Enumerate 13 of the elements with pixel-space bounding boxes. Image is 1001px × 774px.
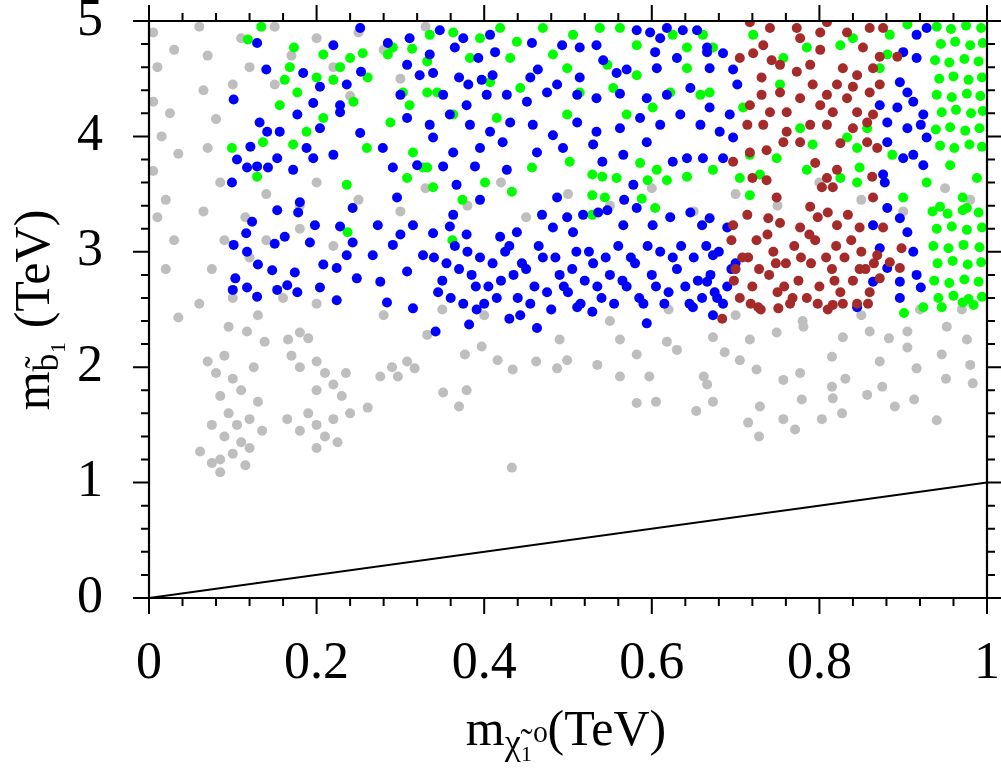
x-tick-label: 0 bbox=[136, 631, 162, 689]
x-tick-label: 0.8 bbox=[786, 631, 852, 689]
y-tick-label: 4 bbox=[77, 104, 103, 162]
y-tick-label: 5 bbox=[77, 0, 103, 46]
y-tick-label: 1 bbox=[77, 450, 103, 508]
x-tick-label: 0.6 bbox=[619, 631, 685, 689]
x-tick-label: 0.2 bbox=[284, 631, 350, 689]
y-tick-label: 2 bbox=[77, 334, 103, 392]
y-tick-label: 3 bbox=[77, 219, 103, 277]
x-tick-label: 0.4 bbox=[451, 631, 517, 689]
x-tick-label: 1 bbox=[974, 631, 1000, 689]
x-axis-title: m$_{χ̃₁⁰}$(TeV) bbox=[465, 700, 667, 762]
y-tick-label: 0 bbox=[77, 565, 103, 623]
